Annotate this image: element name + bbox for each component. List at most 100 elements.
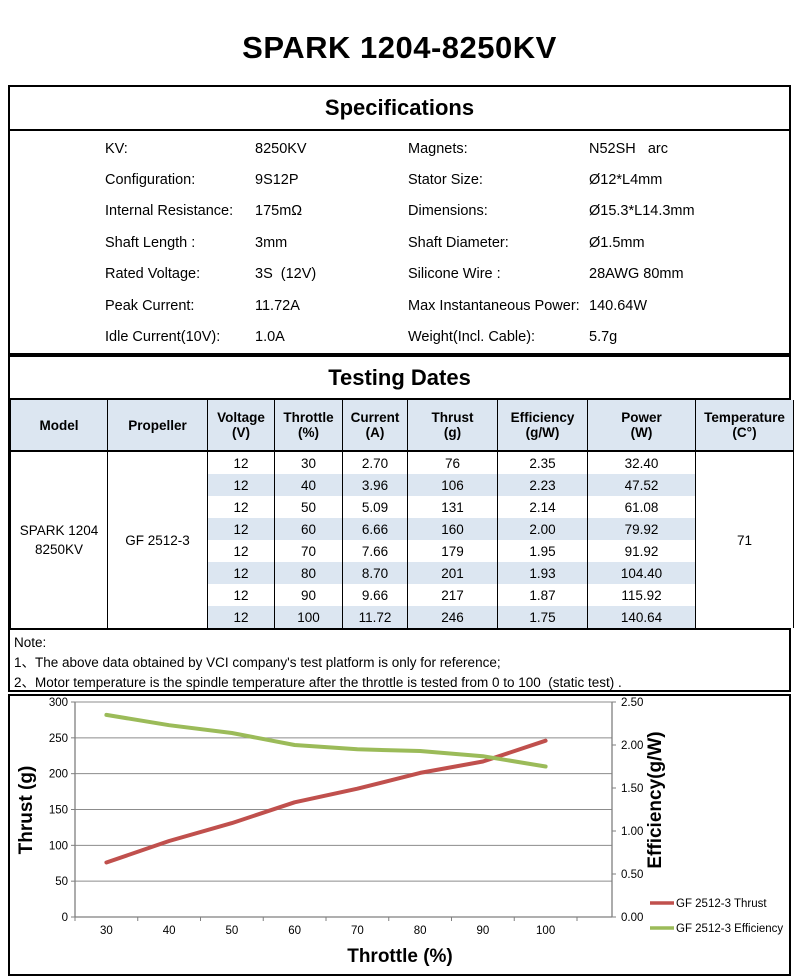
propeller-cell: GF 2512-3: [107, 451, 208, 628]
data-cell: 179: [407, 540, 498, 562]
data-cell: 106: [407, 474, 498, 496]
spec-value: Ø15.3*L14.3mm: [589, 203, 695, 220]
data-cell: 12: [207, 584, 275, 606]
spec-value: 5.7g: [589, 329, 618, 346]
left-axis-title: Thrust (g): [16, 766, 37, 855]
column-header: Efficiency (g/W): [497, 400, 588, 452]
note-line: 2、Motor temperature is the spindle tempe…: [14, 675, 622, 690]
spec-value: N52SH arc: [589, 140, 668, 157]
x-axis-title: Throttle (%): [347, 946, 453, 967]
data-cell: 76: [407, 451, 498, 474]
left-axis-tick-label: 250: [49, 733, 68, 745]
data-cell: 160: [407, 518, 498, 540]
data-cell: 1.95: [497, 540, 588, 562]
testing-heading: Testing Dates: [10, 357, 789, 400]
note-heading: Note:: [14, 635, 47, 650]
x-axis-tick-label: 80: [414, 925, 427, 937]
data-cell: 90: [274, 584, 343, 606]
table-row: 12 90 9.66 217 1.87 115.92: [11, 584, 794, 606]
data-cell: 50: [274, 496, 343, 518]
spec-label: Max Instantaneous Power:: [408, 297, 580, 314]
data-cell: 11.72: [342, 606, 408, 628]
spec-label: Silicone Wire :: [408, 266, 501, 283]
data-cell: 7.66: [342, 540, 408, 562]
specifications-section: Specifications KV: 8250KV Magnets: N52SH ar…: [8, 85, 791, 355]
column-header: Power (W): [587, 400, 696, 452]
data-cell: 246: [407, 606, 498, 628]
data-cell: 70: [274, 540, 343, 562]
data-cell: 2.70: [342, 451, 408, 474]
spec-value: Ø12*L4mm: [589, 172, 663, 189]
x-axis-tick-label: 70: [351, 925, 364, 937]
data-cell: 1.75: [497, 606, 588, 628]
data-cell: 140.64: [587, 606, 696, 628]
spec-label: Magnets:: [408, 140, 468, 157]
spec-label: Weight(Incl. Cable):: [408, 329, 536, 346]
data-cell: 2.00: [497, 518, 588, 540]
data-cell: 217: [407, 584, 498, 606]
spec-label: Rated Voltage:: [105, 266, 201, 283]
spec-label: Configuration:: [105, 172, 196, 189]
spec-label: Idle Current(10V):: [105, 329, 221, 346]
data-cell: 32.40: [587, 451, 696, 474]
testing-table-body: SPARK 1204 8250KV GF 2512-3 12 30 2.70 76 2.35 3…: [10, 451, 794, 628]
model-cell: SPARK 1204 8250KV: [10, 451, 108, 628]
thrust-efficiency-chart: 0 50 100 150 200 250 300 0.00 0.50 1.00 1.50 2.00 2.…: [16, 697, 783, 967]
left-axis-tick-label: 50: [55, 876, 68, 888]
specifications-heading: Specifications: [10, 87, 789, 131]
data-cell: 104.40: [587, 562, 696, 584]
data-cell: 2.35: [497, 451, 588, 474]
data-cell: 201: [407, 562, 498, 584]
table-row: 12 100 11.72 246 1.75 140.64: [11, 606, 794, 628]
data-cell: 1.87: [497, 584, 588, 606]
data-cell: 115.92: [587, 584, 696, 606]
spec-label: Stator Size:: [408, 172, 483, 189]
spec-value: 140.64W: [589, 297, 648, 314]
temperature-cell: 71: [695, 451, 794, 628]
data-cell: 61.08: [587, 496, 696, 518]
data-cell: 6.66: [342, 518, 408, 540]
spec-value: 11.72A: [255, 297, 300, 314]
data-cell: 47.52: [587, 474, 696, 496]
left-axis-tick-label: 200: [49, 769, 68, 781]
data-cell: 12: [207, 518, 275, 540]
data-cell: 8.70: [342, 562, 408, 584]
data-cell: 3.96: [342, 474, 408, 496]
data-cell: 12: [207, 562, 275, 584]
page-title: SPARK 1204-8250KV: [242, 30, 557, 65]
testing-table: Model Propeller Voltage (V) Throttle (%) Curre…: [10, 400, 794, 628]
data-cell: 91.92: [587, 540, 696, 562]
testing-section: Testing Dates Model Propeller Voltage (V) Th…: [8, 355, 794, 692]
right-axis-tick-label: 2.50: [621, 697, 643, 709]
spec-label: Peak Current:: [105, 297, 195, 314]
specifications-grid: KV: 8250KV Magnets: N52SH arc Configuration:…: [10, 131, 789, 353]
column-header: Thrust (g): [407, 400, 498, 452]
left-axis-tick-label: 100: [49, 840, 68, 852]
right-axis-tick-label: 0.50: [621, 869, 643, 881]
data-cell: 5.09: [342, 496, 408, 518]
table-row: SPARK 1204 8250KV GF 2512-3 12 30 2.70 76 2.35 3…: [10, 451, 794, 628]
legend-label: GF 2512-3 Thrust: [676, 898, 767, 910]
x-axis-tick-label: 100: [536, 925, 555, 937]
data-cell: 40: [274, 474, 343, 496]
right-axis-tick-label: 0.00: [621, 912, 643, 924]
table-row: 12 40 3.96 106 2.23 47.52: [11, 474, 794, 496]
column-header: Propeller: [107, 400, 208, 452]
left-axis-tick-label: 300: [49, 697, 68, 709]
x-axis-tick-label: 30: [100, 925, 113, 937]
table-row: 12 80 8.70 201 1.93 104.40: [11, 562, 794, 584]
data-cell: 131: [407, 496, 498, 518]
right-axis-tick-label: 1.50: [621, 783, 643, 795]
x-axis-tick-label: 40: [163, 925, 176, 937]
data-cell: 12: [207, 451, 275, 474]
data-cell: 2.14: [497, 496, 588, 518]
data-cell: 12: [207, 496, 275, 518]
column-header: Current (A): [342, 400, 408, 452]
data-cell: 9.66: [342, 584, 408, 606]
legend-label: GF 2512-3 Efficiency: [676, 923, 783, 935]
column-header: Voltage (V): [207, 400, 275, 452]
data-cell: 1.93: [497, 562, 588, 584]
spec-label: Internal Resistance:: [105, 203, 234, 220]
chart-section: 0 50 100 150 200 250 300 0.00 0.50 1.00 1.50 2.00 2.…: [8, 694, 791, 976]
left-axis-tick-label: 0: [62, 912, 68, 924]
